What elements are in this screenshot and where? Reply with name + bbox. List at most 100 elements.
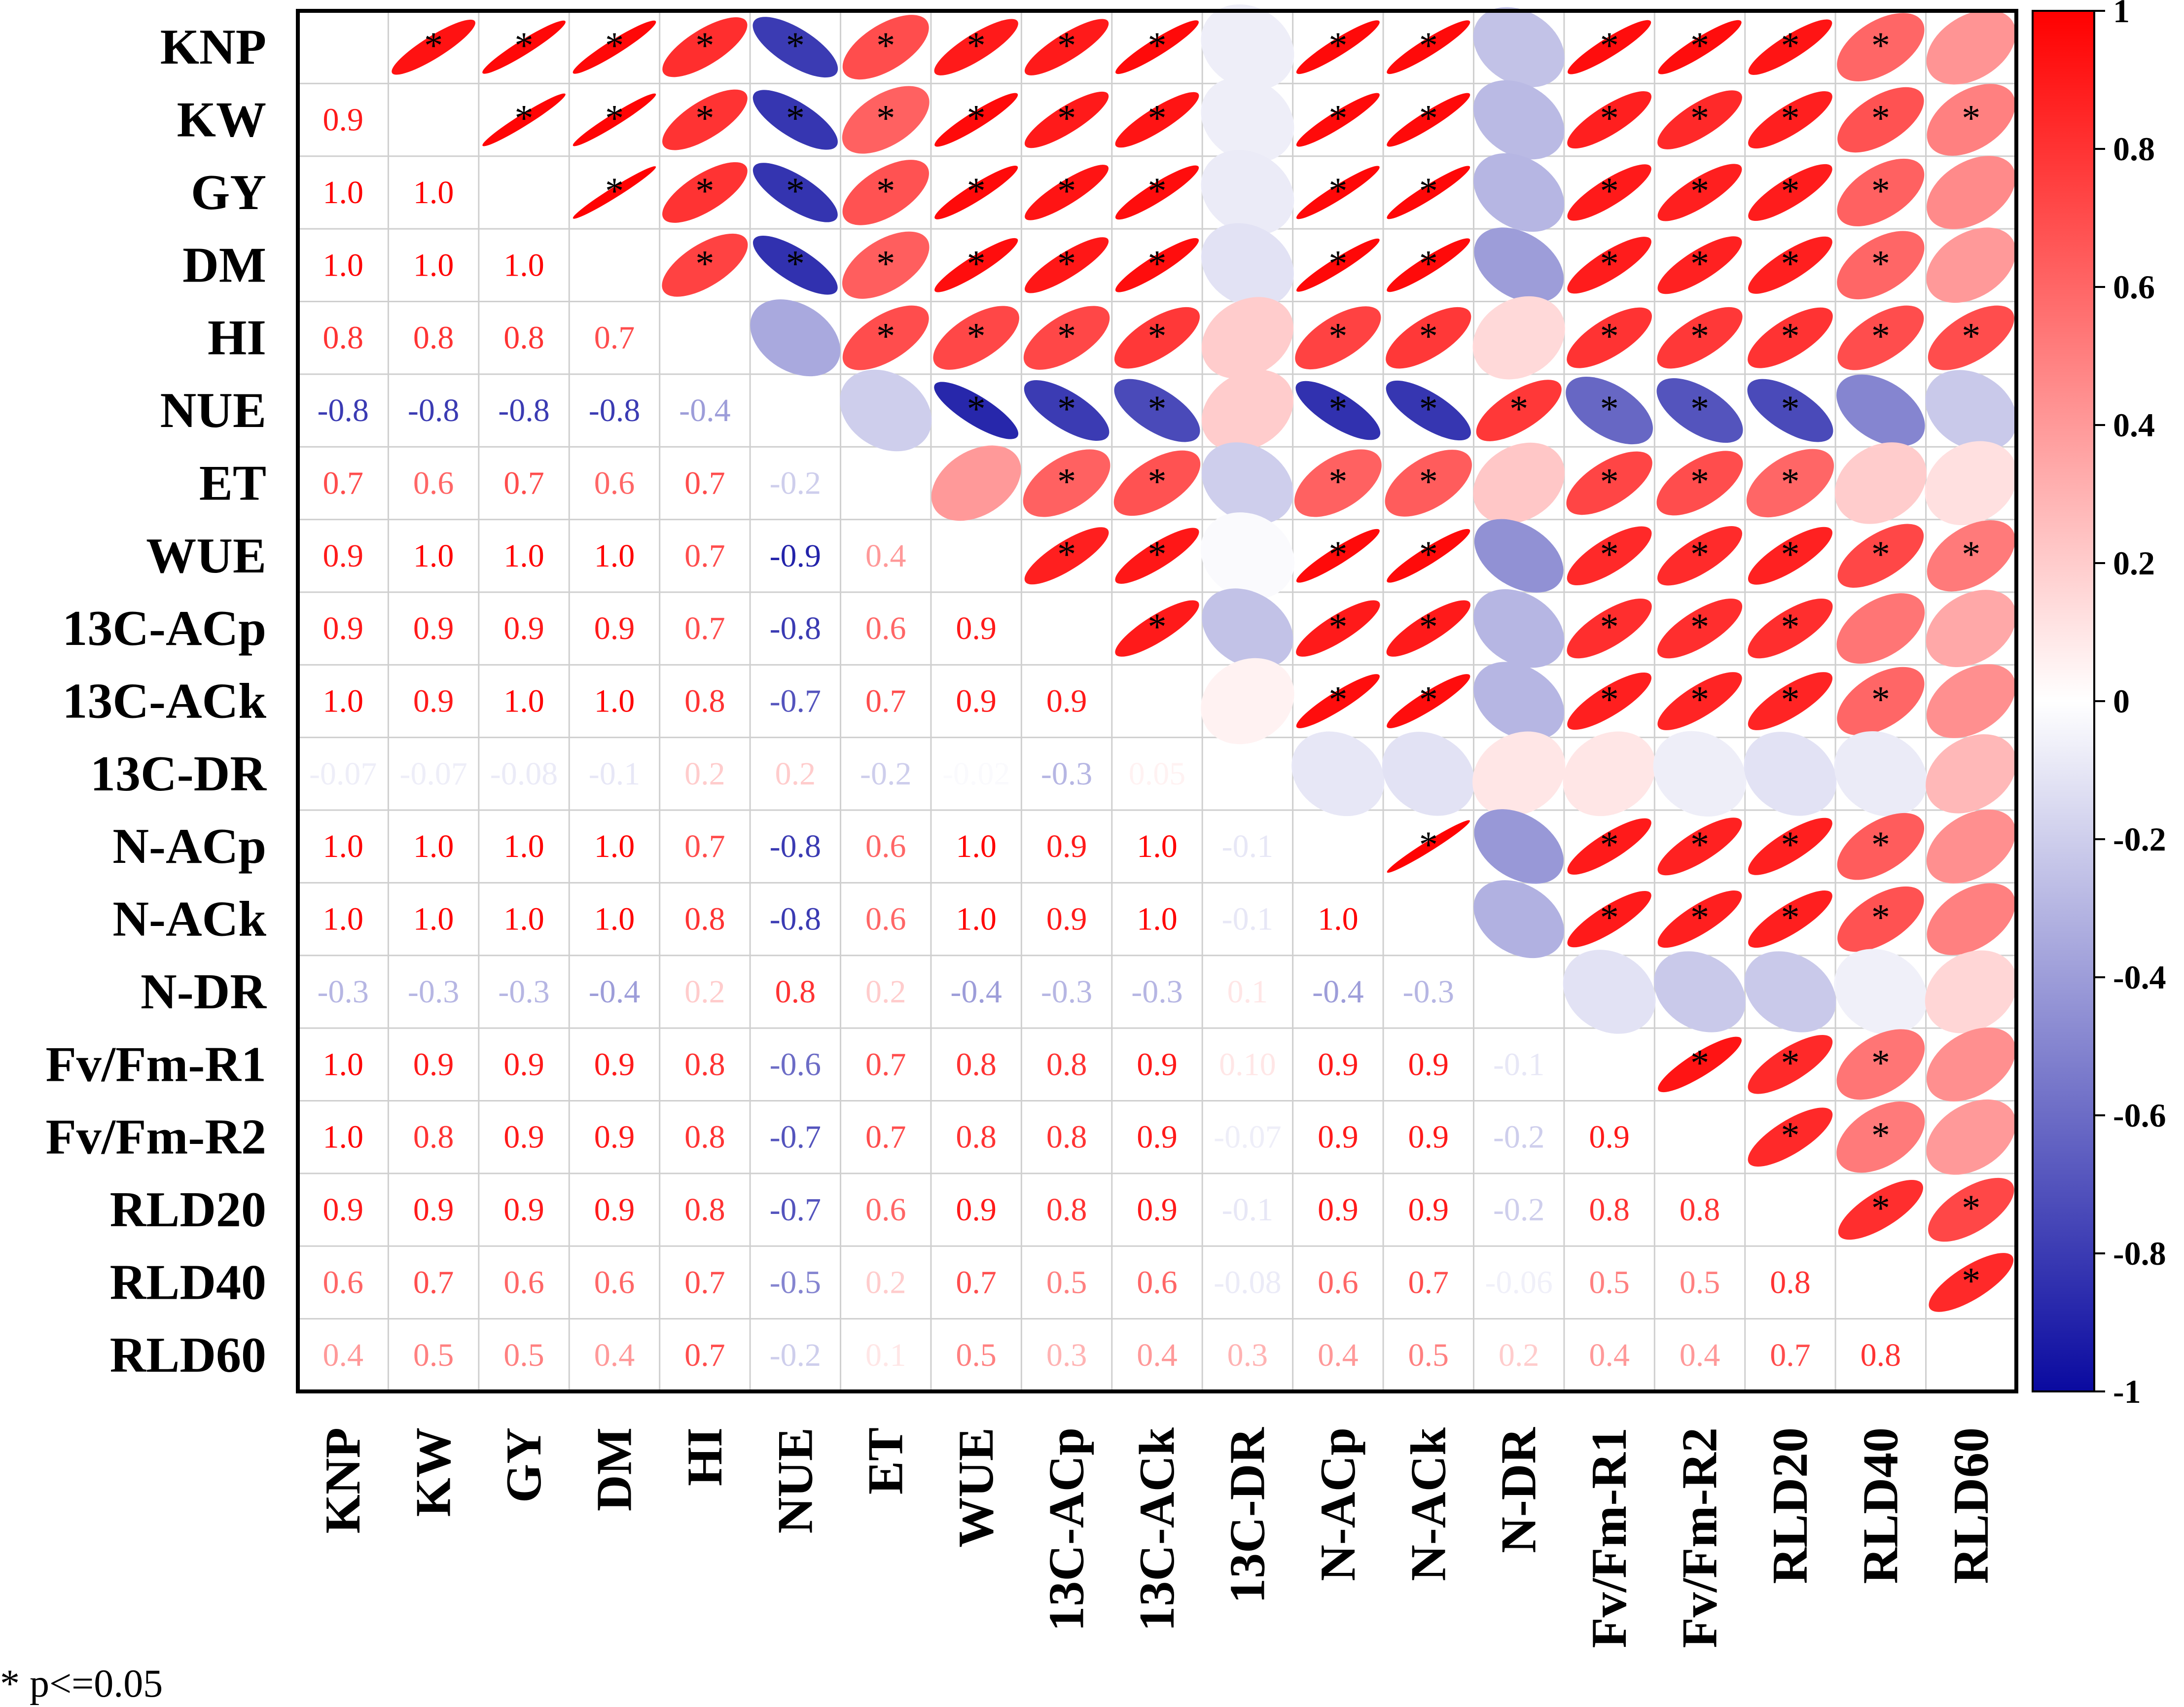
correlation-value-label: -0.8 bbox=[770, 610, 821, 646]
significance-star: * bbox=[1328, 243, 1347, 284]
correlation-ellipse bbox=[1657, 672, 1742, 730]
correlation-ellipse bbox=[1744, 732, 1837, 816]
correlation-ellipse bbox=[1296, 166, 1380, 219]
correlation-value-label: -0.5 bbox=[770, 1264, 821, 1300]
correlation-ellipse bbox=[1201, 442, 1293, 524]
correlation-value-label: 0.5 bbox=[413, 1337, 454, 1373]
correlation-ellipse bbox=[1387, 820, 1470, 873]
correlation-value-label: 1.0 bbox=[322, 683, 363, 719]
significance-star: * bbox=[1781, 316, 1799, 357]
significance-star: * bbox=[1690, 897, 1709, 938]
row-label: RLD20 bbox=[110, 1182, 266, 1238]
correlation-value-label: -0.1 bbox=[1222, 1192, 1273, 1228]
correlation-ellipse bbox=[1115, 528, 1199, 584]
correlation-value-label: 0.8 bbox=[413, 1119, 454, 1155]
correlation-ellipse bbox=[1201, 369, 1293, 452]
correlation-value-label: 0.9 bbox=[1137, 1192, 1178, 1228]
row-labels: KNP KW GY DM HI NUE ET WUE 13C-ACp 13C-ACk 13C-DR N… bbox=[45, 19, 267, 1383]
correlation-value-label: 1.0 bbox=[322, 247, 363, 283]
correlation-value-label: 0.5 bbox=[1408, 1337, 1449, 1373]
correlation-ellipse bbox=[1563, 731, 1656, 817]
correlation-value-label: 0.7 bbox=[684, 538, 725, 574]
correlation-ellipse bbox=[750, 299, 841, 377]
correlation-value-label: 0.7 bbox=[1408, 1264, 1449, 1300]
correlation-value-label: 0.9 bbox=[322, 610, 363, 646]
correlation-ellipse bbox=[1567, 91, 1652, 149]
correlation-value-label: 0.2 bbox=[865, 974, 906, 1010]
correlation-ellipse bbox=[752, 90, 838, 150]
correlation-ellipse bbox=[1748, 236, 1832, 294]
correlation-ellipse bbox=[1926, 809, 2016, 884]
significance-star: * bbox=[1781, 1115, 1799, 1156]
correlation-ellipse bbox=[840, 369, 932, 452]
row-label: Fv/Fm-R2 bbox=[45, 1109, 266, 1165]
correlation-ellipse bbox=[1926, 227, 2016, 303]
significance-star: * bbox=[1781, 389, 1799, 430]
significance-star: * bbox=[1781, 1042, 1799, 1084]
correlation-ellipse bbox=[1473, 880, 1564, 959]
column-label: KW bbox=[406, 1427, 462, 1517]
correlation-value-label: -0.3 bbox=[317, 974, 368, 1010]
significance-star: * bbox=[1600, 824, 1619, 866]
correlation-ellipse bbox=[842, 231, 930, 299]
correlation-value-label: 0.4 bbox=[322, 1337, 363, 1373]
significance-star: * bbox=[1148, 533, 1167, 575]
correlation-ellipse bbox=[1836, 1102, 1925, 1173]
significance-star: * bbox=[1690, 533, 1709, 575]
correlation-value-label: 0.8 bbox=[684, 1046, 725, 1082]
significance-star: * bbox=[1509, 389, 1528, 430]
correlation-value-label: 0.2 bbox=[684, 756, 725, 792]
correlation-ellipse bbox=[1295, 306, 1381, 370]
correlation-value-label: 0.9 bbox=[322, 1192, 363, 1228]
significance-star: * bbox=[1419, 533, 1438, 575]
correlation-ellipse bbox=[1925, 950, 2017, 1033]
correlation-ellipse bbox=[1567, 598, 1652, 659]
correlation-value-label: 0.9 bbox=[413, 610, 454, 646]
correlation-value-label: 0.3 bbox=[1046, 1337, 1087, 1373]
correlation-value-label: 0.9 bbox=[956, 610, 997, 646]
correlation-value-label: 0.8 bbox=[413, 320, 454, 356]
significance-star: * bbox=[1148, 606, 1167, 648]
correlation-value-label: 0.4 bbox=[1318, 1337, 1359, 1373]
significance-star: * bbox=[1600, 243, 1619, 284]
correlation-value-label: 0.7 bbox=[684, 610, 725, 646]
significance-star: * bbox=[1690, 316, 1709, 357]
correlation-value-label: -0.7 bbox=[770, 683, 821, 719]
correlation-ellipse bbox=[1386, 307, 1471, 369]
correlation-ellipse bbox=[1748, 91, 1832, 149]
correlation-ellipse bbox=[1115, 238, 1199, 292]
correlation-value-label: 0.6 bbox=[865, 828, 906, 864]
row-label: N-ACp bbox=[112, 818, 266, 874]
correlation-ellipse bbox=[1473, 80, 1565, 160]
correlation-ellipse bbox=[1926, 664, 2016, 738]
correlation-value-label: 0.5 bbox=[503, 1337, 544, 1373]
correlation-value-label: 1.0 bbox=[322, 175, 363, 211]
correlation-ellipse bbox=[1567, 237, 1651, 294]
correlation-value-label: -0.3 bbox=[1131, 974, 1182, 1010]
correlation-value-label: 0.7 bbox=[956, 1264, 997, 1300]
correlation-ellipse bbox=[752, 163, 838, 222]
column-label: RLD40 bbox=[1853, 1427, 1908, 1584]
correlation-value-label: 1.0 bbox=[1137, 901, 1178, 937]
column-label: KNP bbox=[315, 1427, 371, 1533]
correlation-ellipse bbox=[1747, 379, 1833, 442]
column-label: N-DR bbox=[1491, 1427, 1547, 1553]
significance-star: * bbox=[1328, 389, 1347, 430]
correlation-value-label: 0.8 bbox=[956, 1119, 997, 1155]
colorbar-tick-label: -0.2 bbox=[2113, 820, 2166, 858]
correlation-ellipse bbox=[1927, 520, 2015, 592]
correlation-ellipse bbox=[1474, 519, 1564, 593]
colorbar-tick-label: -0.4 bbox=[2113, 959, 2166, 996]
correlation-value-label: 0.7 bbox=[1770, 1337, 1811, 1373]
correlation-ellipse bbox=[752, 236, 838, 295]
significance-star: * bbox=[1419, 461, 1438, 502]
correlation-ellipse bbox=[1746, 449, 1834, 518]
correlation-value-label: -0.02 bbox=[942, 756, 1010, 792]
correlation-ellipse bbox=[934, 166, 1018, 219]
correlation-ellipse bbox=[1926, 1027, 2016, 1102]
correlation-value-label: 0.8 bbox=[322, 320, 363, 356]
significance-star: * bbox=[1871, 679, 1890, 720]
significance-star: * bbox=[1781, 533, 1799, 575]
correlation-value-label: -0.07 bbox=[309, 756, 377, 792]
correlation-value-label: 0.4 bbox=[594, 1337, 635, 1373]
